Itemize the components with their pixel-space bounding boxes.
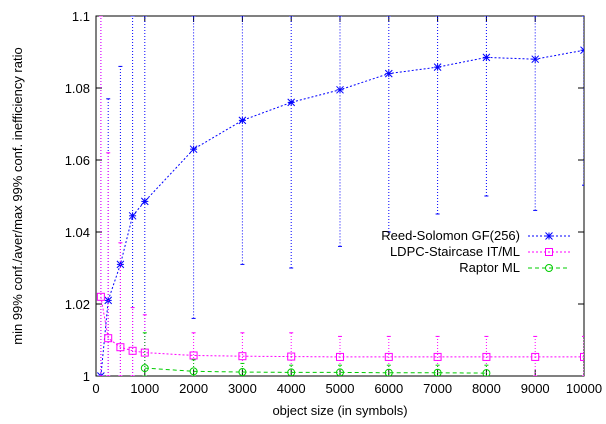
data-point: [104, 334, 113, 343]
data-point: [287, 368, 296, 376]
x-tick-label: 10000: [566, 381, 602, 396]
data-point: [128, 346, 137, 355]
data-point: [580, 352, 584, 361]
x-tick-label: 6000: [374, 381, 403, 396]
series-line: [100, 296, 584, 358]
y-tick-label: 1: [83, 369, 90, 384]
data-point: [238, 368, 247, 376]
data-point: [140, 197, 149, 206]
data-point: [384, 69, 393, 78]
x-tick-label: 9000: [521, 381, 550, 396]
x-tick-label: 3000: [228, 381, 257, 396]
data-point: [189, 351, 198, 360]
data-point: [531, 55, 540, 64]
x-tick-label: 1000: [130, 381, 159, 396]
y-tick-label: 1.06: [65, 153, 90, 168]
y-axis-ticks: 1 1.02 1.04 1.06 1.08 1.1: [65, 9, 584, 384]
series-line: [100, 49, 584, 376]
x-axis-label: object size (in symbols): [272, 403, 407, 418]
data-point: [580, 46, 584, 55]
data-point: [140, 364, 149, 373]
x-tick-label: 4000: [277, 381, 306, 396]
data-point: [384, 352, 393, 361]
data-point: [336, 368, 344, 376]
legend-label: LDPC-Staircase IT/ML: [390, 244, 520, 259]
data-point: [238, 352, 247, 361]
data-point: [128, 211, 137, 220]
series-3: [140, 332, 491, 376]
data-point: [482, 369, 491, 376]
data-point: [433, 63, 442, 71]
data-point: [384, 368, 393, 376]
data-point: [531, 352, 540, 361]
legend-label: Reed-Solomon GF(256): [381, 228, 520, 243]
data-point: [336, 352, 344, 361]
y-tick-label: 1.04: [65, 225, 90, 240]
legend: Reed-Solomon GF(256)LDPC-Staircase IT/ML…: [381, 228, 570, 275]
legend-marker: [545, 248, 553, 256]
data-point: [238, 116, 247, 125]
x-tick-label: 7000: [423, 381, 452, 396]
y-tick-label: 1.08: [65, 81, 90, 96]
data-point: [433, 352, 442, 361]
legend-marker: [545, 264, 553, 272]
x-axis-ticks: 0 1000 2000 3000 4000 5000 6000 7000 8000 9000 100…: [92, 16, 602, 396]
series-layer: [96, 16, 584, 376]
data-point: [336, 85, 344, 94]
data-point: [97, 372, 105, 376]
y-tick-label: 1.02: [65, 297, 90, 312]
x-tick-label: 8000: [472, 381, 501, 396]
series-2: [96, 16, 584, 376]
data-point: [140, 348, 149, 357]
plot-frame: [95, 15, 585, 377]
data-point: [482, 352, 491, 361]
data-point: [287, 352, 296, 361]
data-point: [189, 145, 198, 154]
x-tick-label: 5000: [326, 381, 355, 396]
data-point: [433, 368, 442, 376]
data-point: [96, 292, 105, 301]
x-tick-label: 2000: [179, 381, 208, 396]
y-axis-label: min 99% conf./aver/max 99% conf. ineffic…: [10, 47, 25, 344]
data-point: [287, 98, 296, 107]
series-line: [144, 367, 487, 374]
y-tick-label: 1.1: [72, 9, 90, 24]
data-point: [116, 343, 125, 352]
legend-label: Raptor ML: [459, 260, 520, 275]
series-1: [97, 16, 584, 376]
legend-marker: [545, 232, 553, 240]
data-point: [189, 367, 198, 376]
x-tick-label: 0: [92, 381, 99, 396]
data-point: [482, 53, 491, 62]
